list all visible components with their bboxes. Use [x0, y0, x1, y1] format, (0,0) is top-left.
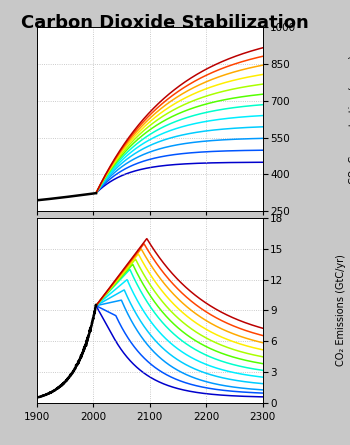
- Y-axis label: CO₂ Emissions (GtC/yr): CO₂ Emissions (GtC/yr): [336, 255, 346, 366]
- Text: Carbon Dioxide Stabilization: Carbon Dioxide Stabilization: [21, 14, 308, 32]
- Y-axis label: CO₂ Concentration (ppmv): CO₂ Concentration (ppmv): [349, 55, 350, 183]
